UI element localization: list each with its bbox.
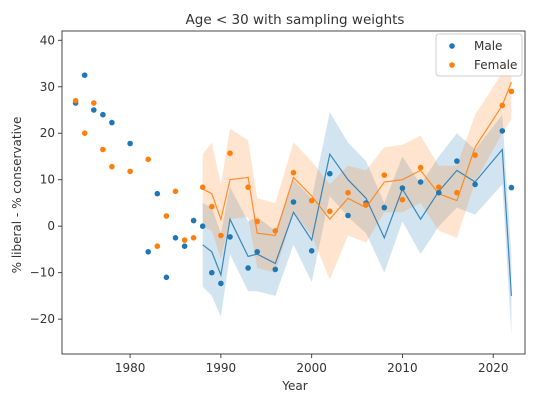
y-tick-label: 10	[40, 173, 55, 187]
data-point-female	[72, 97, 79, 104]
data-point-female	[436, 184, 442, 190]
data-point-male	[508, 184, 515, 191]
data-point-female	[508, 88, 515, 95]
data-point-female	[345, 189, 351, 196]
data-point-male	[272, 266, 279, 273]
smoothed-line-male	[202, 147, 512, 296]
data-point-male	[163, 274, 170, 281]
y-tick-label: 0	[47, 219, 55, 233]
data-point-male	[81, 72, 88, 78]
data-point-male	[145, 249, 151, 255]
data-point-female	[499, 102, 506, 109]
data-point-male	[381, 204, 388, 211]
data-point-female	[272, 228, 279, 234]
legend-box	[435, 33, 523, 77]
x-tick-label: 1980	[115, 361, 146, 375]
data-points	[72, 72, 515, 287]
data-point-male	[199, 223, 206, 229]
data-point-male	[345, 212, 351, 219]
data-point-male	[254, 249, 260, 255]
data-point-male	[454, 158, 460, 164]
data-point-male	[181, 243, 188, 249]
x-tick-label: 2010	[387, 361, 418, 375]
data-point-male	[154, 190, 161, 197]
data-point-male	[436, 189, 442, 196]
data-point-male	[100, 111, 106, 118]
data-point-male	[499, 128, 506, 134]
legend-marker-female	[449, 62, 455, 68]
smoothed-lines	[202, 81, 512, 296]
data-point-male	[399, 185, 406, 191]
y-tick-label: −10	[30, 266, 55, 280]
axes: 1980 1990 2000 2010 2020 −20 −10 0 10 20 30 40	[30, 30, 526, 375]
data-point-female	[154, 243, 161, 249]
chart-title: Age < 30 with sampling weights	[186, 12, 405, 28]
data-point-female	[190, 235, 197, 241]
data-point-male	[308, 248, 315, 254]
data-point-male	[218, 280, 224, 287]
data-point-female	[209, 203, 215, 210]
data-point-female	[327, 208, 333, 215]
x-tick-label: 1990	[206, 361, 237, 375]
data-point-female	[290, 169, 297, 176]
data-point-male	[172, 235, 179, 241]
data-point-female	[399, 196, 406, 203]
data-point-female	[181, 237, 188, 243]
y-tick-label: −20	[30, 312, 55, 326]
data-point-female	[363, 202, 369, 208]
confidence-band-male	[202, 112, 512, 336]
x-tick-label: 2000	[296, 361, 327, 375]
data-point-female	[109, 163, 115, 170]
legend: Male Female	[435, 33, 523, 77]
data-point-female	[145, 156, 151, 163]
data-point-male	[290, 199, 297, 205]
data-point-male	[190, 217, 197, 224]
data-point-male	[245, 265, 251, 271]
data-point-female	[308, 197, 315, 204]
data-point-female	[127, 168, 133, 175]
x-tick-label: 2020	[478, 361, 509, 375]
x-axis-label: Year	[281, 379, 307, 393]
y-tick-label: 20	[40, 126, 55, 140]
data-point-male	[209, 269, 215, 276]
data-point-female	[417, 164, 424, 171]
data-point-male	[109, 119, 115, 126]
data-point-female	[81, 130, 88, 136]
legend-label-male: Male	[474, 39, 502, 53]
data-point-female	[91, 100, 97, 106]
data-point-female	[227, 150, 233, 156]
data-point-female	[245, 184, 251, 190]
data-point-female	[172, 188, 179, 195]
y-tick-label: 30	[40, 80, 55, 94]
data-point-female	[218, 232, 224, 239]
data-point-male	[91, 107, 97, 113]
data-point-male	[127, 140, 133, 147]
data-point-male	[227, 234, 233, 240]
data-point-female	[254, 218, 260, 225]
data-point-male	[472, 181, 478, 188]
data-point-female	[381, 172, 388, 178]
y-tick-label: 40	[40, 33, 55, 47]
plot-frame	[61, 30, 526, 355]
smoothed-line-female	[202, 81, 512, 237]
data-point-male	[417, 179, 424, 185]
y-axis-label: % liberal - % conservative	[10, 117, 24, 274]
data-point-male	[327, 170, 333, 177]
data-point-female	[163, 213, 170, 219]
data-point-female	[472, 152, 478, 158]
data-point-female	[100, 146, 106, 153]
legend-label-female: Female	[474, 58, 517, 72]
legend-marker-male	[449, 43, 455, 49]
data-point-female	[454, 189, 460, 196]
data-point-female	[199, 184, 206, 190]
